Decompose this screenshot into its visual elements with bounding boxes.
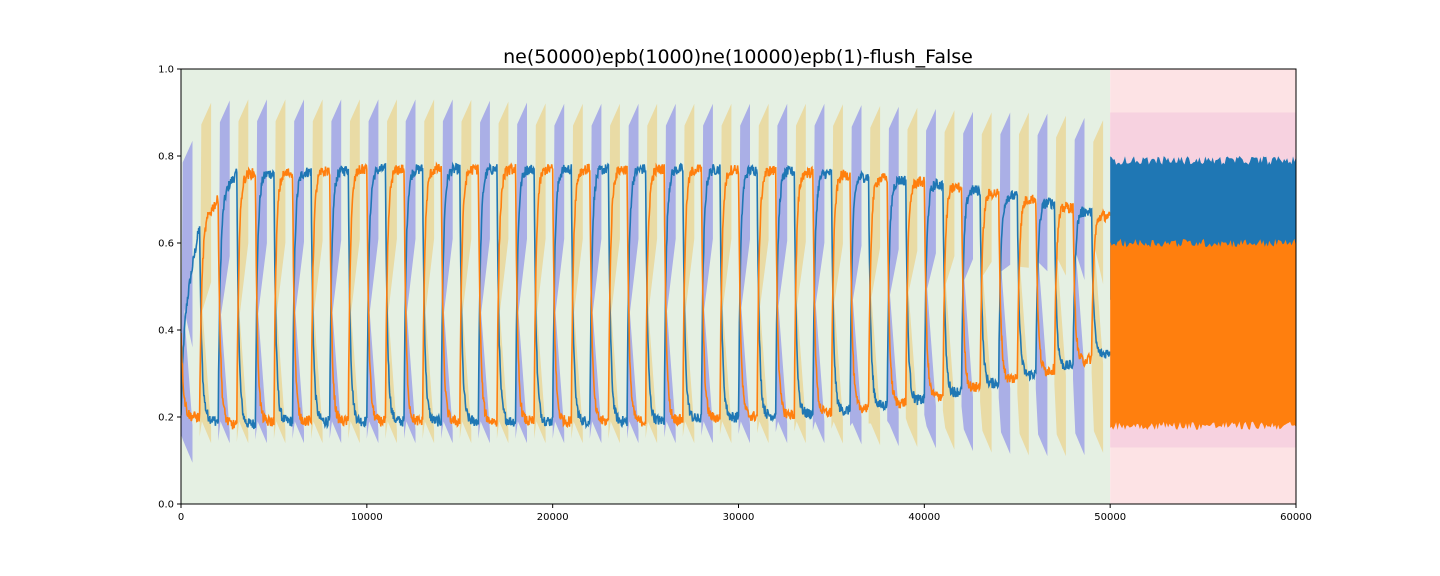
x-tick-label: 20000 — [537, 512, 569, 523]
y-tick-label: 0.6 — [158, 239, 174, 250]
band-cycle-48 — [1054, 115, 1066, 457]
band-cycle-50 — [1091, 120, 1104, 453]
series-line-blue — [181, 161, 1111, 430]
band-cycle-43 — [961, 111, 973, 452]
x-tick-label: 10000 — [351, 512, 383, 523]
y-axis: 0.0 0.2 0.4 0.6 0.8 1.0 — [158, 65, 181, 511]
x-axis: 0 10000 20000 30000 40000 50000 60000 — [178, 504, 1312, 523]
x-tick-label: 40000 — [908, 512, 940, 523]
series-lines — [181, 156, 1296, 430]
x-tick-label: 50000 — [1094, 512, 1126, 523]
y-tick-label: 0.8 — [158, 152, 174, 163]
band-cycle-49 — [1073, 117, 1085, 456]
y-tick-label: 0.4 — [158, 326, 174, 337]
chart-title: ne(50000)epb(1000)ne(10000)epb(1)-flush_… — [503, 46, 973, 68]
series-orange-phase-2 — [1110, 238, 1296, 430]
y-tick-label: 0.2 — [158, 413, 174, 424]
y-tick-label: 1.0 — [158, 65, 174, 76]
x-tick-label: 30000 — [723, 512, 755, 523]
x-tick-label: 0 — [178, 512, 184, 523]
x-tick-label: 60000 — [1280, 512, 1312, 523]
series-line-orange — [181, 161, 1111, 430]
band-cycle-42 — [942, 110, 955, 450]
y-tick-label: 0.0 — [158, 500, 174, 511]
